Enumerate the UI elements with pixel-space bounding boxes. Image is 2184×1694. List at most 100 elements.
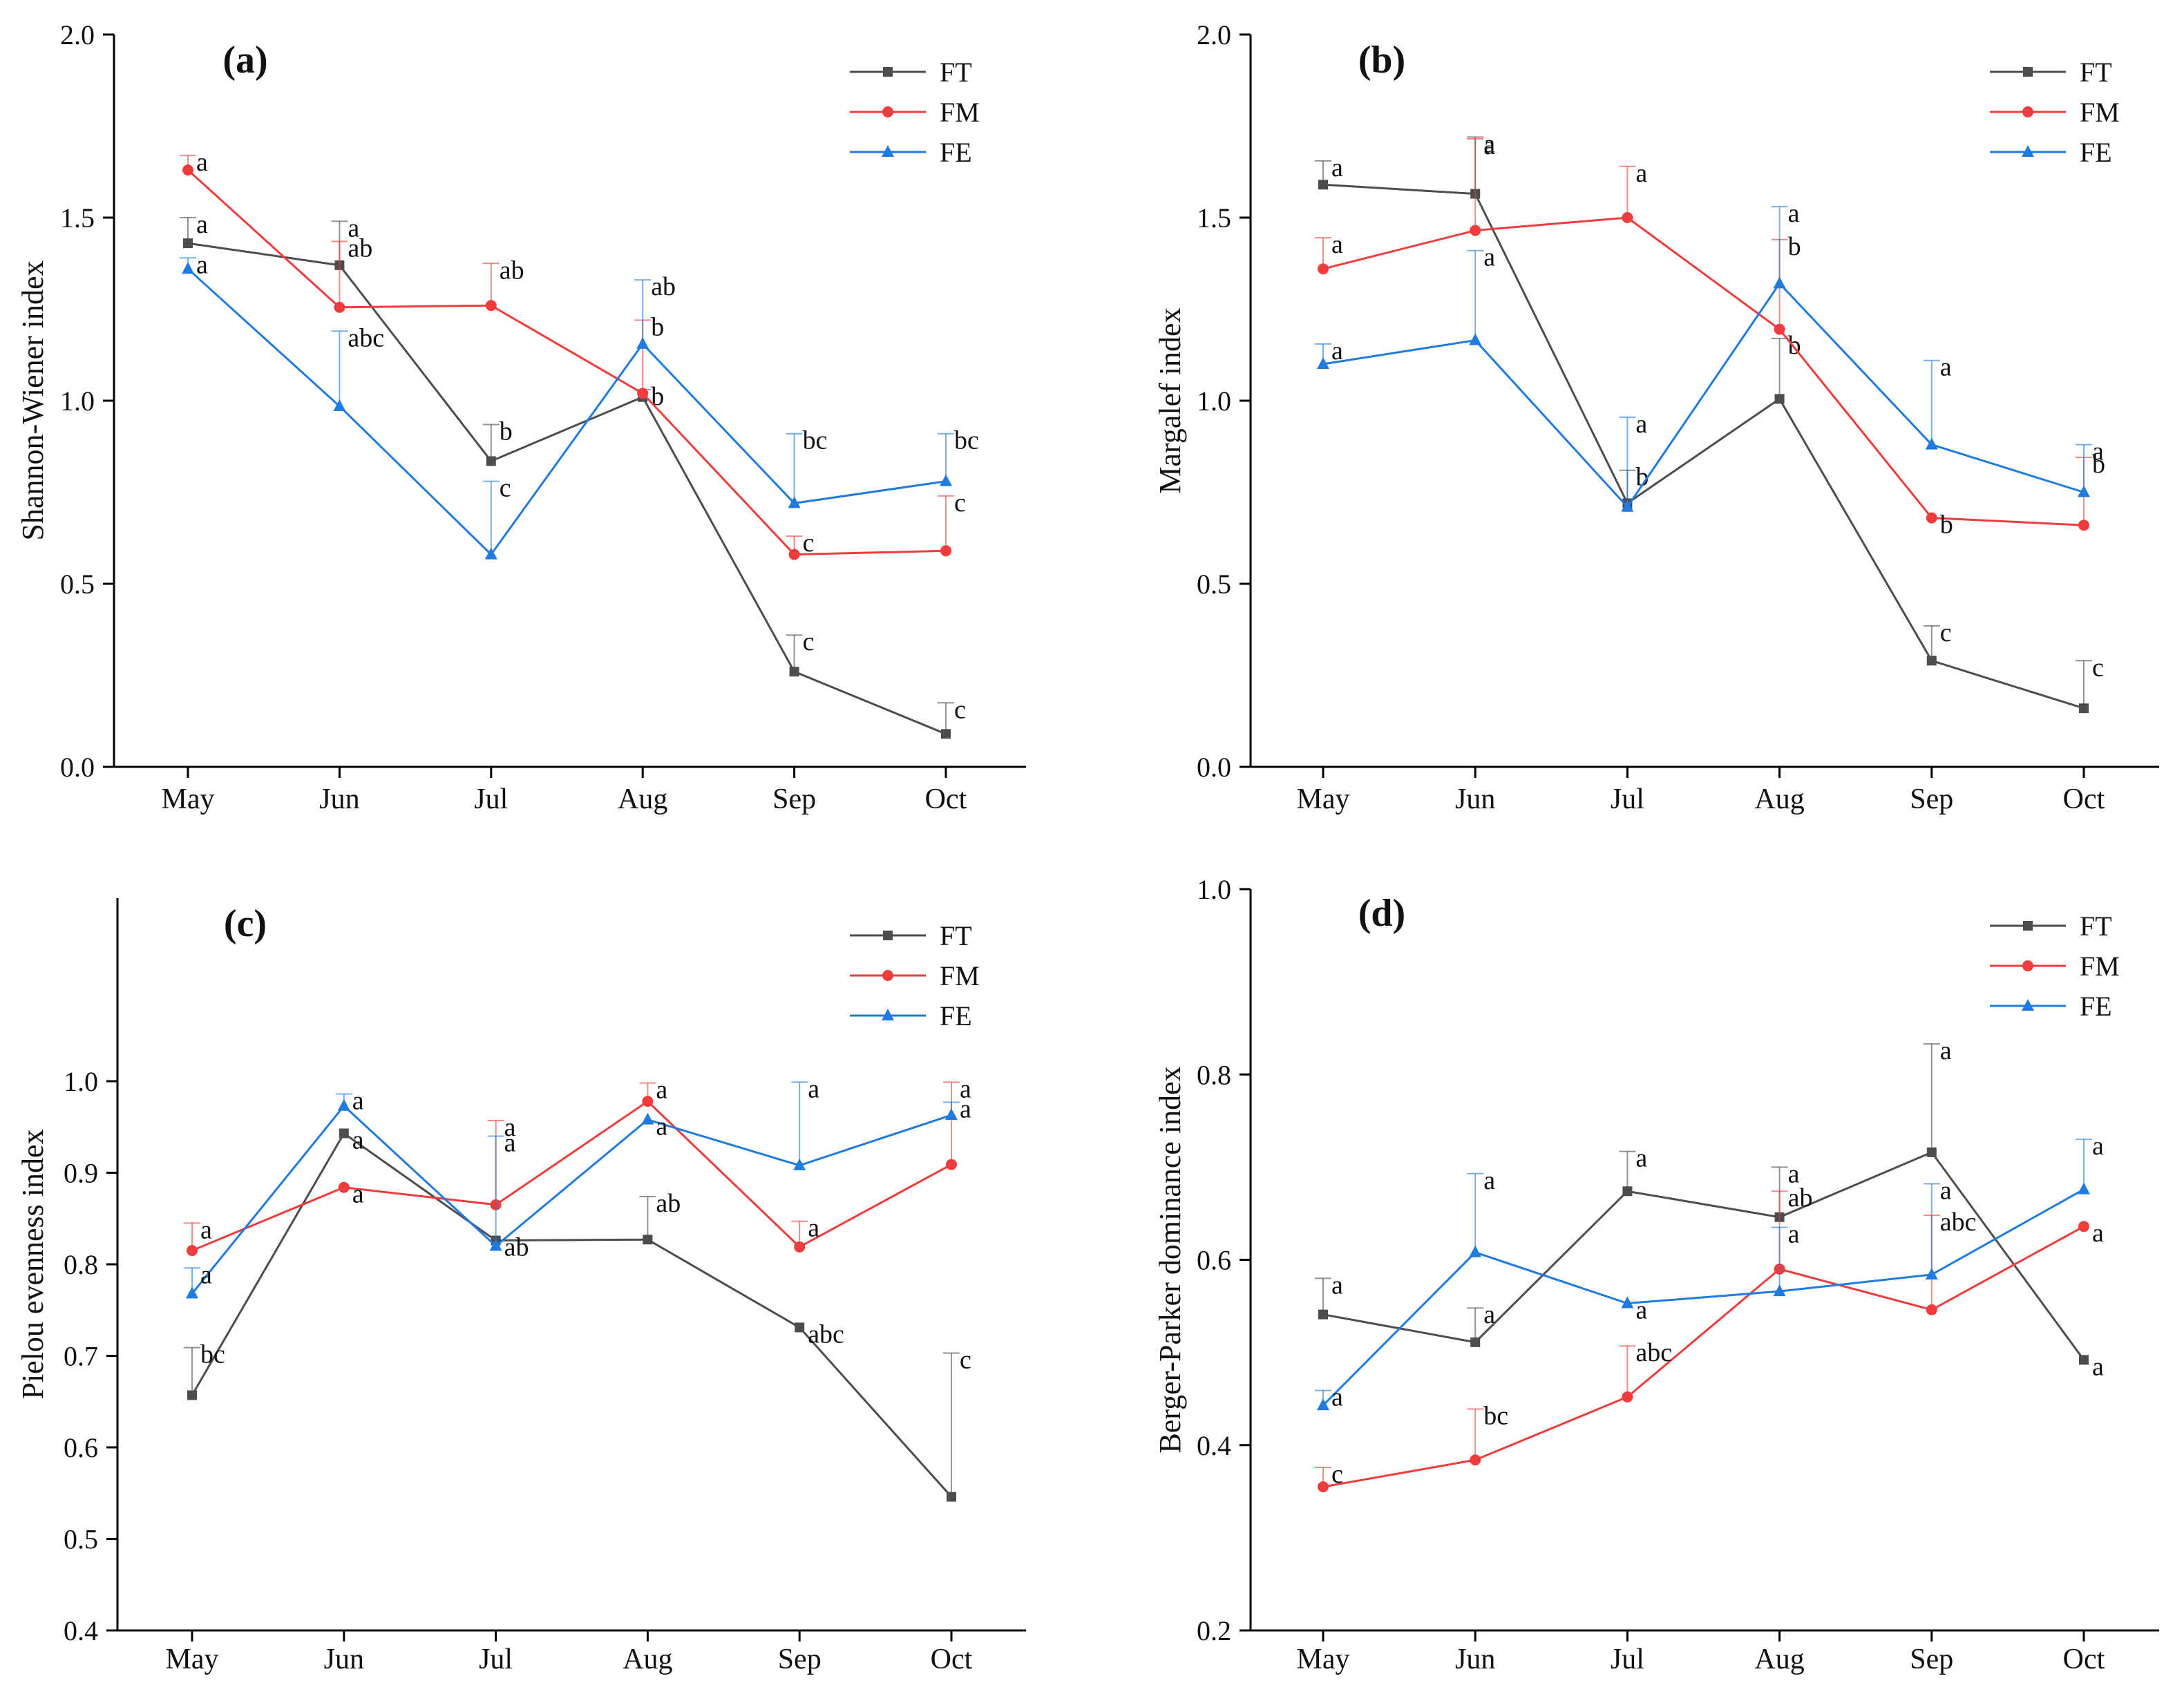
significance-label: bc — [200, 1340, 225, 1369]
data-point-FT — [2079, 1355, 2089, 1365]
y-axis-title: Berger-Parker dominance index — [1153, 1066, 1187, 1453]
data-point-FT — [1318, 180, 1328, 190]
significance-label: a — [1331, 1270, 1343, 1300]
data-point-FE — [1469, 333, 1482, 345]
legend-marker-FT — [883, 67, 893, 77]
significance-label: abc — [1635, 1338, 1672, 1367]
y-tick-label: 0.6 — [64, 1432, 98, 1463]
legend-label-FE: FE — [940, 137, 972, 168]
data-point-FT — [1774, 394, 1785, 404]
significance-label: c — [960, 1346, 971, 1375]
data-point-FM — [788, 549, 800, 560]
significance-label: a — [352, 1180, 364, 1209]
data-point-FE — [945, 1108, 958, 1121]
x-tick-label: Jul — [1611, 1644, 1644, 1675]
significance-label: ab — [651, 272, 676, 301]
significance-label: a — [960, 1094, 971, 1123]
x-tick-label: Jun — [319, 783, 359, 815]
data-point-FT — [1318, 1309, 1328, 1320]
legend: FT FM FE — [1990, 911, 2120, 1022]
significance-label: c — [803, 529, 815, 558]
series-line-FT — [187, 242, 947, 735]
series-FT: bc a ab ab abc c — [184, 1126, 971, 1502]
data-point-FT — [339, 1128, 349, 1139]
significance-label: a — [1635, 1144, 1647, 1173]
significance-label: b — [1788, 331, 1801, 360]
significance-label: a — [960, 1074, 971, 1103]
x-tick-label: Jul — [1611, 783, 1644, 815]
significance-label: bc — [803, 426, 828, 455]
significance-label: abc — [1940, 1208, 1977, 1237]
significance-label: a — [1788, 1220, 1800, 1249]
legend-marker-FM — [882, 106, 893, 117]
x-tick-label: Jun — [1455, 783, 1495, 815]
significance-label: a — [1940, 1177, 1952, 1206]
x-tick-label: Oct — [2063, 783, 2105, 815]
series-line-FM — [191, 1100, 952, 1252]
significance-label: a — [2092, 437, 2104, 466]
data-point-FM — [642, 1096, 654, 1107]
significance-label: a — [1635, 159, 1647, 188]
legend-label-FE: FE — [940, 1000, 972, 1031]
data-point-FM — [1622, 1391, 1633, 1403]
data-point-FE — [1773, 276, 1786, 289]
legend-marker-FE — [2022, 999, 2034, 1011]
data-point-FE — [793, 1158, 806, 1170]
panel-label: (d) — [1358, 892, 1405, 935]
y-tick-label: 0.7 — [64, 1341, 98, 1372]
x-tick-label: Oct — [925, 783, 967, 815]
data-point-FT — [643, 1235, 653, 1245]
y-tick-label: 1.0 — [60, 386, 95, 417]
series-line-FE — [1322, 282, 2085, 509]
x-tick-label: May — [1297, 1644, 1350, 1675]
legend-label-FM: FM — [2080, 97, 2120, 128]
significance-label: a — [2092, 1132, 2104, 1161]
series-FT: a a a a a a — [1315, 1036, 2104, 1381]
significance-label: a — [352, 1126, 364, 1155]
significance-label: a — [1788, 1159, 1800, 1188]
significance-label: a — [2092, 1219, 2104, 1248]
legend-label-FE: FE — [2080, 137, 2112, 168]
x-tick-label: Aug — [1754, 783, 1804, 815]
x-tick-label: May — [162, 783, 215, 815]
panel-b: 0.0 0.5 1.0 1.5 2.0 May Jun Jul Aug Sep Oct Margale… — [1153, 19, 2159, 815]
significance-label: b — [1788, 232, 1801, 261]
y-tick-label: 0.6 — [1197, 1245, 1231, 1276]
y-tick-label: 1.0 — [1197, 874, 1231, 905]
series-line-FT — [1322, 1151, 2085, 1361]
significance-label: a — [348, 213, 359, 242]
significance-label: a — [352, 1087, 364, 1116]
legend-marker-FE — [2022, 145, 2034, 157]
data-point-FE — [1925, 437, 1938, 450]
data-point-FT — [795, 1322, 805, 1333]
legend: FT FM FE — [850, 920, 980, 1031]
data-point-FM — [946, 1159, 957, 1170]
data-point-FE — [182, 262, 194, 274]
y-tick-label: 0.5 — [60, 569, 95, 600]
legend-marker-FE — [882, 145, 894, 157]
data-point-FM — [1470, 1454, 1481, 1466]
series-line-FM — [1322, 1225, 2085, 1488]
significance-label: a — [1483, 1300, 1495, 1329]
x-tick-label: Aug — [618, 783, 667, 815]
panel-a: 0.0 0.5 1.0 1.5 2.0 May Jun Jul Aug Sep Oct Shannon… — [16, 19, 1026, 815]
series-line-FE — [191, 1104, 952, 1295]
significance-label: a — [1940, 1036, 1952, 1065]
significance-label: b — [651, 382, 664, 411]
legend-label-FT: FT — [2080, 911, 2112, 942]
data-point-FM — [1926, 1304, 1937, 1315]
y-tick-label: 1.0 — [1197, 386, 1231, 417]
x-tick-label: Sep — [1910, 1644, 1953, 1675]
x-tick-label: Aug — [623, 1644, 672, 1675]
y-tick-label: 0.2 — [1197, 1615, 1231, 1646]
significance-label: a — [200, 1260, 212, 1289]
data-point-FT — [947, 1492, 956, 1502]
series-FT: a ab bc c — [180, 210, 966, 739]
x-tick-label: Jun — [1455, 1644, 1495, 1675]
data-point-FE — [1317, 357, 1329, 369]
series-line-FE — [1322, 1188, 2085, 1407]
